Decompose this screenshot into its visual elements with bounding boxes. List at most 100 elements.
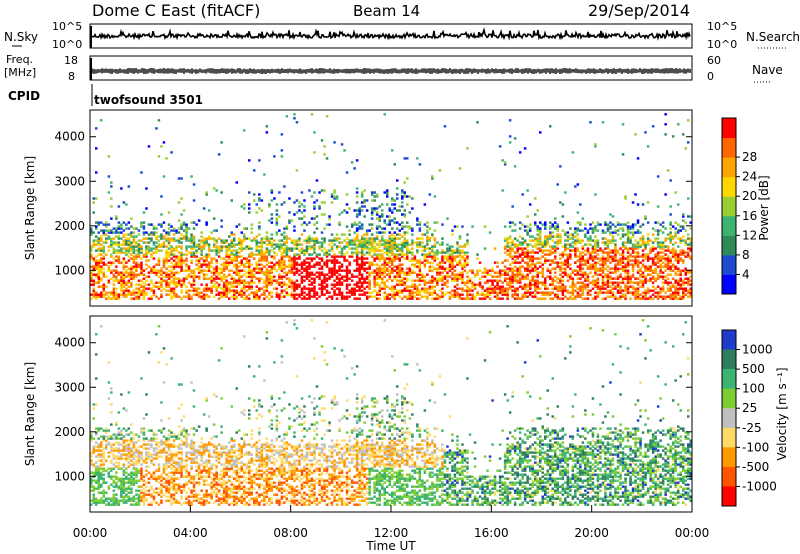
range-cell <box>210 259 213 262</box>
range-cell <box>378 253 381 256</box>
range-cell <box>255 271 258 274</box>
range-cell <box>581 245 585 248</box>
range-cell <box>438 243 442 246</box>
range-cell <box>115 215 118 218</box>
range-cell <box>112 243 116 246</box>
range-cell <box>579 223 582 226</box>
range-cell <box>406 289 409 292</box>
range-cell <box>220 293 223 296</box>
range-cell <box>358 297 361 300</box>
range-cell <box>358 265 361 268</box>
range-cell <box>358 273 361 276</box>
range-cell <box>463 269 467 272</box>
range-cell <box>120 231 123 234</box>
range-cell <box>539 249 542 252</box>
range-cell <box>140 293 143 296</box>
range-cell <box>453 285 457 288</box>
range-cell <box>411 239 414 242</box>
range-cell <box>383 275 386 278</box>
range-cell <box>288 249 291 252</box>
range-cell <box>97 295 100 298</box>
range-cell <box>579 273 582 276</box>
range-cell <box>260 237 264 240</box>
range-cell <box>461 273 464 276</box>
range-cell <box>140 249 143 252</box>
range-cell <box>634 263 637 266</box>
range-cell <box>631 201 635 204</box>
range-cell <box>245 295 248 298</box>
range-cell <box>215 247 218 250</box>
range-cell <box>446 267 449 270</box>
range-cell <box>265 131 269 134</box>
range-cell <box>378 271 381 274</box>
range-cell <box>388 223 391 226</box>
range-cell <box>298 253 301 256</box>
range-cell <box>516 255 519 258</box>
range-cell <box>338 251 341 254</box>
range-cell <box>225 283 228 286</box>
range-cell <box>564 259 567 262</box>
range-cell <box>511 241 514 244</box>
range-cell <box>383 267 386 270</box>
range-cell <box>551 281 554 284</box>
range-cell <box>200 295 203 298</box>
range-cell <box>175 229 178 232</box>
range-cell <box>539 281 542 284</box>
range-cell <box>403 209 406 212</box>
range-cell <box>280 285 284 288</box>
range-cell <box>644 241 647 244</box>
range-cell <box>313 201 316 204</box>
range-cell <box>591 265 595 268</box>
range-cell <box>260 287 264 290</box>
range-cell <box>599 257 602 260</box>
range-cell <box>217 293 221 296</box>
range-cell <box>300 293 304 296</box>
range-cell <box>561 283 565 286</box>
range-cell <box>360 195 364 198</box>
range-cell <box>649 297 652 300</box>
range-cell <box>122 295 126 298</box>
range-cell <box>486 293 489 296</box>
range-cell <box>654 277 657 280</box>
range-cell <box>609 277 612 280</box>
range-cell <box>634 287 637 290</box>
range-cell <box>197 295 201 298</box>
range-cell <box>441 279 444 282</box>
range-cell <box>323 285 326 288</box>
range-cell <box>403 289 406 292</box>
range-cell <box>308 271 311 274</box>
range-cell <box>348 233 351 236</box>
range-cell <box>343 253 346 256</box>
range-cell <box>100 261 103 264</box>
range-cell <box>152 283 156 286</box>
range-cell <box>606 279 610 282</box>
range-cell <box>428 291 432 294</box>
range-cell <box>456 241 459 244</box>
range-cell <box>308 189 311 192</box>
range-cell <box>503 237 507 240</box>
range-cell <box>378 219 381 222</box>
range-cell <box>636 243 640 246</box>
range-cell <box>295 269 299 272</box>
range-cell <box>305 293 309 296</box>
range-cell <box>340 253 344 256</box>
range-cell <box>606 289 610 292</box>
range-cell <box>516 287 519 290</box>
range-cell <box>413 287 417 290</box>
range-cell <box>175 293 178 296</box>
range-cell <box>641 259 645 262</box>
range-cell <box>589 293 592 296</box>
range-cell <box>401 281 404 284</box>
range-cell <box>378 215 381 218</box>
range-cell <box>441 255 444 258</box>
range-cell <box>345 279 349 282</box>
range-cell <box>423 253 427 256</box>
range-cell <box>574 227 577 230</box>
range-cell <box>639 261 642 264</box>
range-cell <box>388 247 391 250</box>
range-cell <box>160 145 163 148</box>
range-cell <box>172 275 176 278</box>
range-cell <box>100 249 103 252</box>
range-cell <box>95 297 98 300</box>
range-cell <box>609 289 612 292</box>
